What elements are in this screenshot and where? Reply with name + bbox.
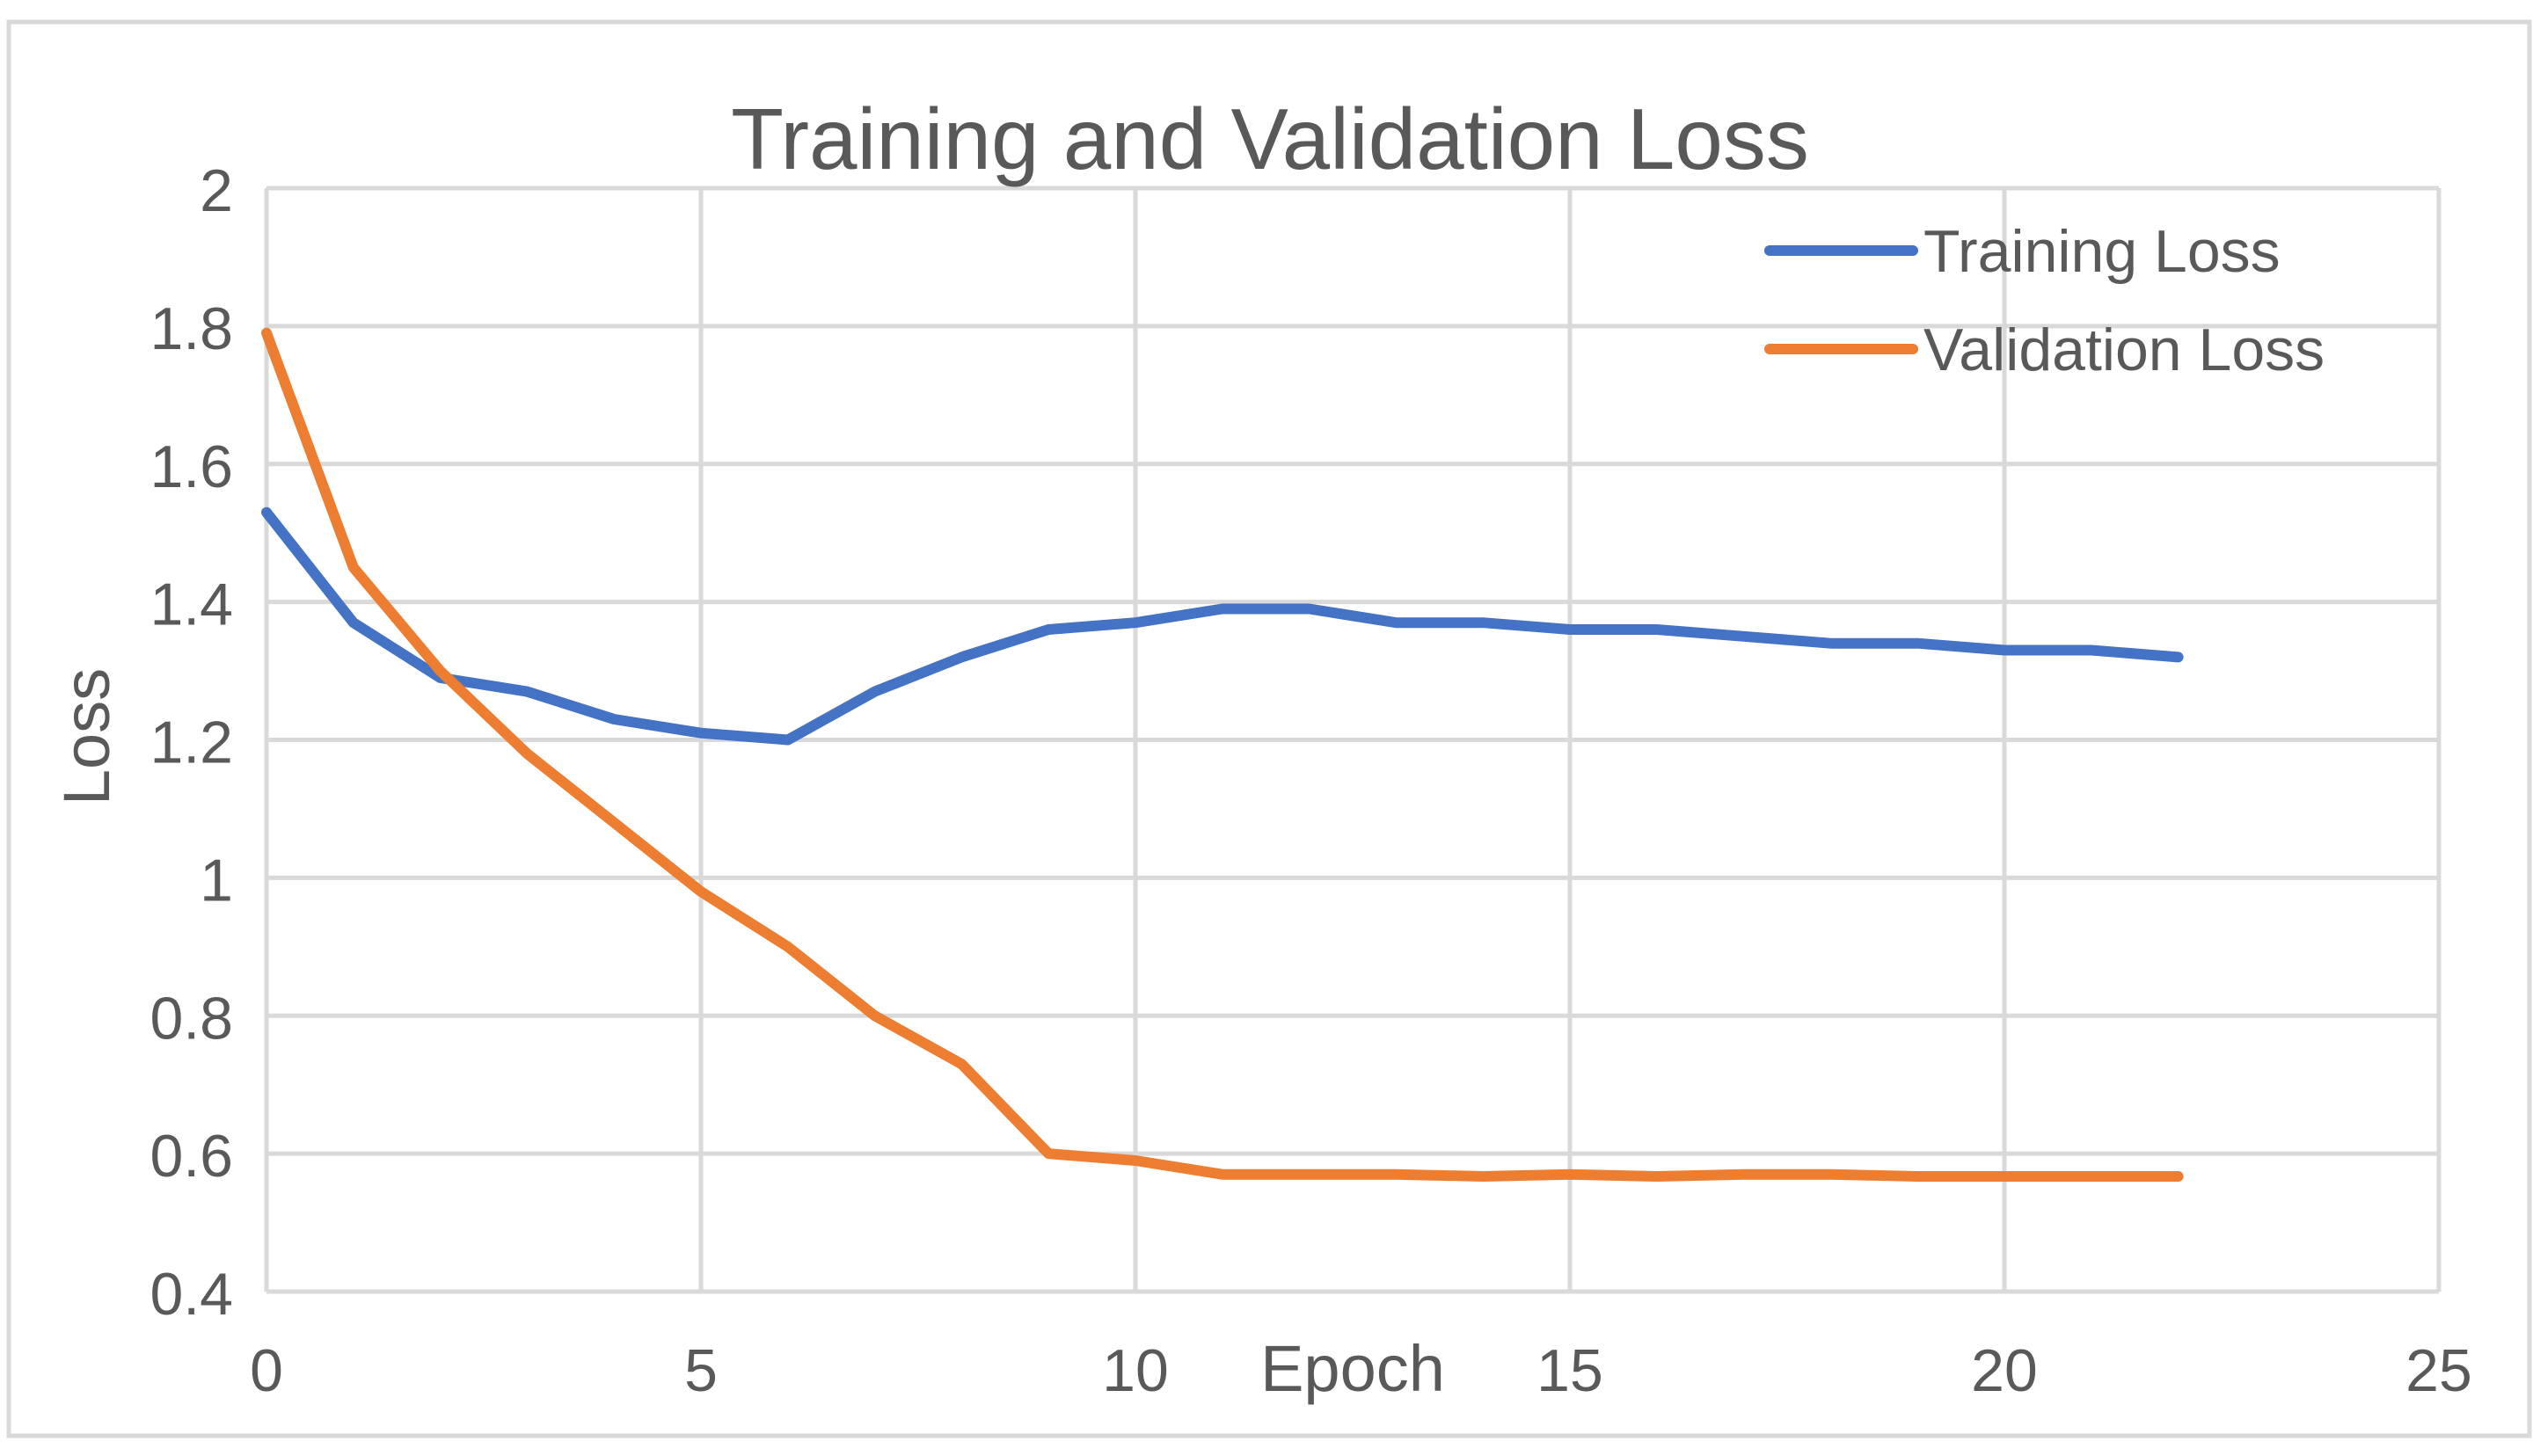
y-tick-label: 0.4 — [150, 1261, 233, 1328]
x-tick-label: 0 — [250, 1337, 283, 1404]
x-tick-label: 10 — [1102, 1337, 1169, 1404]
validation-loss-legend-label: Validation Loss — [1923, 317, 2325, 383]
y-tick-label: 0.8 — [150, 985, 233, 1052]
y-tick-label: 1 — [200, 847, 233, 914]
x-tick-label: 25 — [2405, 1337, 2472, 1404]
chart-title: Training and Validation Loss — [731, 91, 1809, 187]
series-layer — [261, 327, 2184, 1182]
grid-layer — [266, 186, 2441, 1292]
validation-loss-line — [261, 327, 2184, 1182]
y-tick-label: 1.8 — [150, 295, 233, 362]
axis-layer: 0.40.60.811.21.41.61.820 5 10 15 20 25 — [150, 157, 2471, 1404]
legend: Training Loss Validation Loss — [1764, 218, 2325, 383]
y-axis-label: Loss — [50, 668, 123, 805]
x-axis-label: Epoch — [1260, 1332, 1445, 1405]
y-tick-label: 1.4 — [150, 571, 233, 638]
y-tick-label: 2 — [200, 157, 233, 224]
x-tick-label: 5 — [684, 1337, 718, 1404]
y-tick-label: 1.2 — [150, 710, 233, 776]
x-tick-label: 15 — [1536, 1337, 1603, 1404]
training-loss-line — [261, 506, 2184, 746]
training-loss-legend-label: Training Loss — [1923, 218, 2281, 285]
chart-border — [6, 19, 2532, 1438]
x-tick-label: 20 — [1971, 1337, 2038, 1404]
y-tick-label: 0.6 — [150, 1123, 233, 1190]
y-tick-label: 1.6 — [150, 433, 233, 500]
